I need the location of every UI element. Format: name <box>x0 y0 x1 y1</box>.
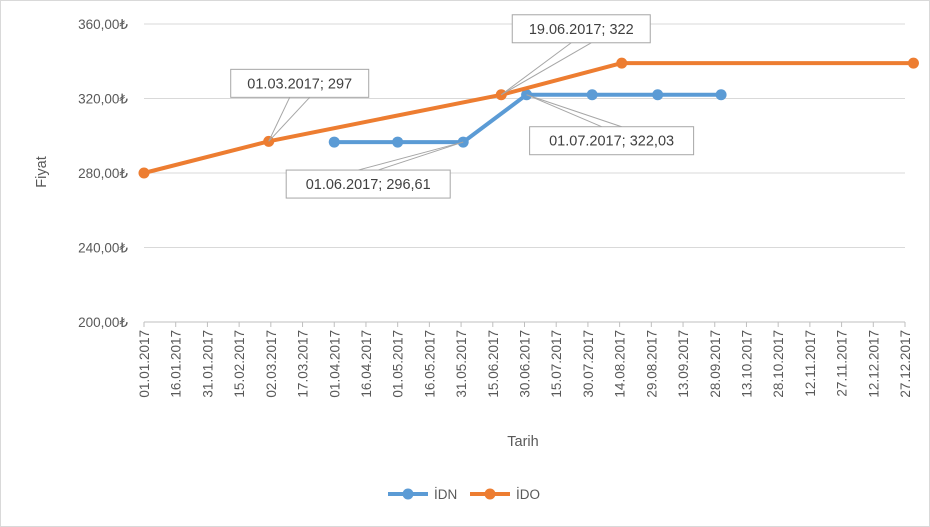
x-tick-label: 30.07.2017 <box>581 330 596 398</box>
x-tick-label: 15.06.2017 <box>486 330 501 398</box>
x-tick-label: 28.10.2017 <box>771 330 786 398</box>
data-point <box>586 89 598 101</box>
y-tick-label: 360,00₺ <box>78 17 128 32</box>
x-tick-label: 27.12.2017 <box>898 330 913 398</box>
x-tick-label: 29.08.2017 <box>644 330 659 398</box>
gridlines <box>144 23 905 323</box>
y-tick-label: 200,00₺ <box>78 315 128 330</box>
x-axis-title: Tarih <box>507 434 538 450</box>
x-tick-label: 13.09.2017 <box>676 330 691 398</box>
data-point <box>138 167 150 179</box>
annotation-leader <box>268 97 291 142</box>
x-tick-label: 16.01.2017 <box>169 330 184 398</box>
annotation-leader <box>378 141 464 171</box>
x-tick-label: 31.05.2017 <box>454 330 469 398</box>
annotation-leader <box>526 94 622 128</box>
x-axis-ticks: 01.01.2017 16.01.2017 31.01.2017 15.02.2017… <box>137 322 913 398</box>
x-tick-label: 01.05.2017 <box>391 330 406 398</box>
annotation-label: 01.06.2017; 296,61 <box>306 177 431 193</box>
y-tick-label: 240,00₺ <box>78 241 128 256</box>
x-tick-label: 17.03.2017 <box>296 330 311 398</box>
x-tick-label: 01.04.2017 <box>327 330 342 398</box>
x-tick-label: 14.08.2017 <box>613 330 628 398</box>
x-tick-label: 15.02.2017 <box>232 330 247 398</box>
x-tick-label: 12.11.2017 <box>803 330 818 397</box>
annotation-box <box>230 68 370 98</box>
x-tick-label: 15.07.2017 <box>549 330 564 398</box>
legend-label: İDN <box>434 487 457 502</box>
x-tick-label: 16.04.2017 <box>359 330 374 398</box>
annotation-label: 01.03.2017; 297 <box>247 76 352 92</box>
data-point <box>715 89 727 101</box>
data-point <box>392 136 404 148</box>
annotation-leader <box>268 96 311 142</box>
x-tick-label: 27.11.2017 <box>835 330 850 397</box>
annotation-leader <box>500 42 592 96</box>
annotation-box <box>511 14 651 44</box>
annotation-label: 19.06.2017; 322 <box>529 22 634 38</box>
legend-label: İDO <box>516 487 540 502</box>
data-point <box>328 136 340 148</box>
legend-swatch-marker <box>402 488 414 500</box>
x-tick-label: 28.09.2017 <box>708 330 723 398</box>
legend-swatch-marker <box>484 488 496 500</box>
x-tick-label: 01.01.2017 <box>137 330 152 398</box>
x-tick-label: 13.10.2017 <box>739 330 754 398</box>
data-labels: 01.03.2017; 297 19.06.2017; 322 01.07.2017… <box>230 14 695 199</box>
x-tick-label: 30.06.2017 <box>518 330 533 398</box>
legend: İDN İDO <box>388 487 540 502</box>
y-tick-label: 280,00₺ <box>78 166 128 181</box>
annotation-leader <box>358 141 464 171</box>
x-tick-label: 12.12.2017 <box>866 330 881 398</box>
data-point <box>652 89 664 101</box>
data-point <box>907 57 919 69</box>
annotation-leader <box>500 42 572 96</box>
y-tick-label: 320,00₺ <box>78 92 128 107</box>
annotation-leader <box>526 94 602 128</box>
data-point <box>616 57 628 69</box>
x-tick-label: 31.01.2017 <box>200 330 215 398</box>
annotation-box <box>529 126 695 156</box>
y-axis-title: Fiyat <box>34 156 50 187</box>
annotation-box <box>285 169 451 199</box>
x-tick-label: 02.03.2017 <box>264 330 279 398</box>
y-axis-ticks: 200,00₺ 240,00₺ 280,00₺ 320,00₺ 360,00₺ <box>78 17 128 330</box>
x-tick-label: 16.05.2017 <box>422 330 437 398</box>
annotation-label: 01.07.2017; 322,03 <box>549 134 674 150</box>
